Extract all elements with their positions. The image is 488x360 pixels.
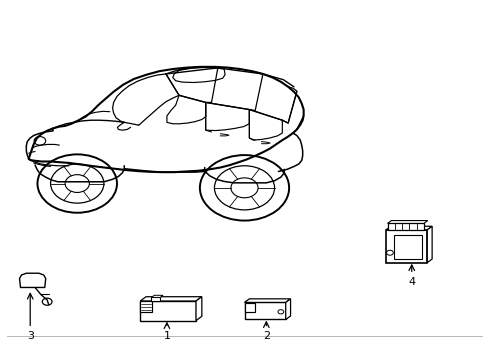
Polygon shape [140,301,152,312]
Text: 3: 3 [27,331,34,341]
Polygon shape [140,297,202,301]
Polygon shape [244,302,285,319]
Polygon shape [140,301,196,320]
Polygon shape [386,221,427,224]
Text: 2: 2 [262,331,269,341]
Polygon shape [244,303,255,312]
Polygon shape [196,297,202,320]
Polygon shape [20,273,45,288]
Polygon shape [386,226,431,230]
Polygon shape [427,226,431,262]
Polygon shape [386,224,423,230]
Text: 4: 4 [407,277,414,287]
Polygon shape [151,297,160,301]
Polygon shape [386,230,427,262]
Polygon shape [151,295,163,297]
Polygon shape [285,299,290,319]
Polygon shape [393,235,421,259]
Polygon shape [244,299,290,302]
Text: 1: 1 [163,331,170,341]
